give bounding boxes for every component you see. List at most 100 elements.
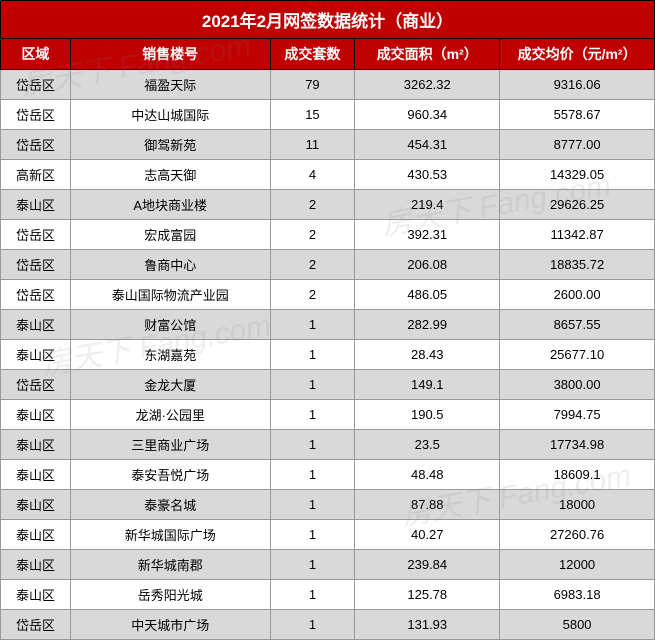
cell-region: 高新区 [1, 160, 71, 190]
cell-price: 27260.76 [500, 520, 655, 550]
cell-count: 2 [270, 220, 355, 250]
cell-region: 泰山区 [1, 550, 71, 580]
table-row: 泰山区东湖嘉苑128.4325677.10 [1, 340, 655, 370]
cell-price: 18000 [500, 490, 655, 520]
cell-count: 1 [270, 310, 355, 340]
col-header-building: 销售楼号 [70, 39, 270, 70]
cell-price: 5800 [500, 610, 655, 640]
table-row: 泰山区泰安吾悦广场148.4818609.1 [1, 460, 655, 490]
col-header-count: 成交套数 [270, 39, 355, 70]
table-row: 岱岳区御驾新苑11454.318777.00 [1, 130, 655, 160]
cell-region: 岱岳区 [1, 100, 71, 130]
cell-building: 中天城市广场 [70, 610, 270, 640]
cell-region: 泰山区 [1, 460, 71, 490]
table-row: 高新区志高天御4430.5314329.05 [1, 160, 655, 190]
cell-area: 239.84 [355, 550, 500, 580]
cell-building: 宏成富园 [70, 220, 270, 250]
table-row: 岱岳区泰山国际物流产业园2486.052600.00 [1, 280, 655, 310]
table-row: 岱岳区中达山城国际15960.345578.67 [1, 100, 655, 130]
cell-area: 28.43 [355, 340, 500, 370]
cell-region: 泰山区 [1, 190, 71, 220]
cell-area: 486.05 [355, 280, 500, 310]
cell-building: 财富公馆 [70, 310, 270, 340]
cell-count: 1 [270, 370, 355, 400]
cell-count: 1 [270, 460, 355, 490]
cell-count: 1 [270, 490, 355, 520]
cell-building: 东湖嘉苑 [70, 340, 270, 370]
cell-area: 3262.32 [355, 70, 500, 100]
cell-area: 131.93 [355, 610, 500, 640]
col-header-region: 区域 [1, 39, 71, 70]
table-row: 泰山区龙湖·公园里1190.57994.75 [1, 400, 655, 430]
cell-region: 岱岳区 [1, 610, 71, 640]
cell-count: 15 [270, 100, 355, 130]
cell-building: 龙湖·公园里 [70, 400, 270, 430]
cell-building: 新华城国际广场 [70, 520, 270, 550]
cell-region: 泰山区 [1, 400, 71, 430]
cell-area: 87.88 [355, 490, 500, 520]
cell-price: 8777.00 [500, 130, 655, 160]
table-row: 岱岳区福盈天际793262.329316.06 [1, 70, 655, 100]
cell-building: 志高天御 [70, 160, 270, 190]
table-row: 泰山区岳秀阳光城1125.786983.18 [1, 580, 655, 610]
cell-price: 8657.55 [500, 310, 655, 340]
cell-building: 泰山国际物流产业园 [70, 280, 270, 310]
cell-area: 392.31 [355, 220, 500, 250]
cell-region: 岱岳区 [1, 370, 71, 400]
cell-area: 48.48 [355, 460, 500, 490]
cell-area: 282.99 [355, 310, 500, 340]
cell-building: 三里商业广场 [70, 430, 270, 460]
cell-count: 1 [270, 400, 355, 430]
cell-count: 1 [270, 520, 355, 550]
cell-building: 福盈天际 [70, 70, 270, 100]
cell-area: 23.5 [355, 430, 500, 460]
table-row: 泰山区A地块商业楼2219.429626.25 [1, 190, 655, 220]
cell-region: 岱岳区 [1, 220, 71, 250]
cell-price: 29626.25 [500, 190, 655, 220]
table-row: 岱岳区中天城市广场1131.935800 [1, 610, 655, 640]
cell-region: 岱岳区 [1, 250, 71, 280]
cell-price: 11342.87 [500, 220, 655, 250]
cell-count: 1 [270, 580, 355, 610]
cell-area: 219.4 [355, 190, 500, 220]
cell-count: 11 [270, 130, 355, 160]
table-row: 岱岳区宏成富园2392.3111342.87 [1, 220, 655, 250]
cell-price: 3800.00 [500, 370, 655, 400]
cell-price: 7994.75 [500, 400, 655, 430]
cell-count: 1 [270, 340, 355, 370]
cell-price: 14329.05 [500, 160, 655, 190]
cell-building: 中达山城国际 [70, 100, 270, 130]
table-row: 泰山区新华城国际广场140.2727260.76 [1, 520, 655, 550]
cell-building: 金龙大厦 [70, 370, 270, 400]
cell-region: 泰山区 [1, 490, 71, 520]
cell-area: 960.34 [355, 100, 500, 130]
table-row: 泰山区新华城南郡1239.8412000 [1, 550, 655, 580]
cell-count: 4 [270, 160, 355, 190]
cell-price: 2600.00 [500, 280, 655, 310]
cell-area: 125.78 [355, 580, 500, 610]
table-row: 岱岳区金龙大厦1149.13800.00 [1, 370, 655, 400]
cell-price: 6983.18 [500, 580, 655, 610]
cell-building: 鲁商中心 [70, 250, 270, 280]
title-row: 2021年2月网签数据统计（商业） [1, 1, 655, 39]
data-table: 2021年2月网签数据统计（商业） 区域 销售楼号 成交套数 成交面积（m²） … [0, 0, 655, 640]
cell-region: 泰山区 [1, 310, 71, 340]
cell-building: 泰豪名城 [70, 490, 270, 520]
cell-region: 岱岳区 [1, 70, 71, 100]
cell-building: 岳秀阳光城 [70, 580, 270, 610]
cell-price: 18835.72 [500, 250, 655, 280]
cell-count: 2 [270, 190, 355, 220]
cell-count: 1 [270, 610, 355, 640]
cell-price: 17734.98 [500, 430, 655, 460]
cell-building: 新华城南郡 [70, 550, 270, 580]
cell-price: 18609.1 [500, 460, 655, 490]
cell-area: 206.08 [355, 250, 500, 280]
col-header-price: 成交均价（元/m²） [500, 39, 655, 70]
table-row: 岱岳区鲁商中心2206.0818835.72 [1, 250, 655, 280]
table-title: 2021年2月网签数据统计（商业） [1, 1, 655, 39]
cell-count: 79 [270, 70, 355, 100]
cell-price: 9316.06 [500, 70, 655, 100]
cell-building: A地块商业楼 [70, 190, 270, 220]
cell-region: 泰山区 [1, 340, 71, 370]
cell-building: 御驾新苑 [70, 130, 270, 160]
